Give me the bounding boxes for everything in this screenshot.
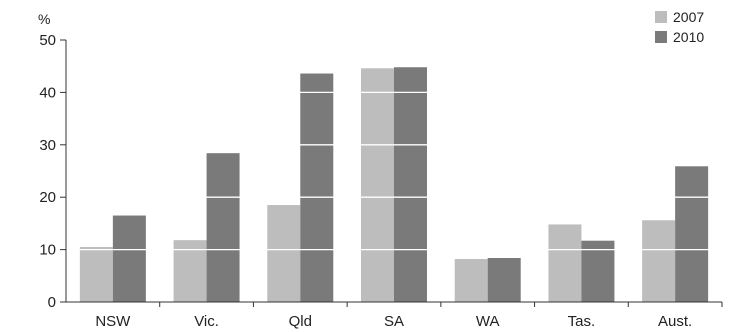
y-axis-unit-label: % [38,11,50,27]
y-tick-label: 40 [39,84,56,101]
bar-2007-vic [173,240,207,302]
y-tick-label: 20 [39,189,56,206]
bar-2007-nsw [79,246,113,302]
x-tick-label: NSW [95,313,131,330]
bar-2007-tas [548,224,582,302]
y-tick-label: 10 [39,242,56,259]
x-tick-label: Aust. [658,313,692,330]
y-tick-label: 30 [39,137,56,154]
bars-layer [79,67,709,303]
y-tick-label: 0 [48,294,56,311]
bar-2010-nsw [112,215,146,302]
gridlines-overlay [66,39,722,251]
y-tick-label: 50 [39,32,56,49]
x-tick-label: WA [476,313,500,330]
legend-label-2007: 2007 [673,9,704,25]
bar-2010-qld [300,73,334,302]
bar-2007-aust [642,220,676,302]
legend-swatch-2007 [655,11,667,23]
legend-label-2010: 2010 [673,29,704,45]
x-tick-label: Qld [289,313,312,330]
x-tick-label: Vic. [194,313,219,330]
bar-2010-sa [394,67,427,302]
x-tick-label: Tas. [568,313,596,330]
axes: NSW Vic. Qld SA WA Tas. Aust. 0 10 20 30 40 50 [39,32,723,330]
x-tick-label: SA [384,313,404,330]
bar-2010-tas [581,240,615,302]
bar-2007-wa [454,259,488,302]
legend: 2007 2010 [655,9,704,45]
legend-swatch-2010 [655,31,667,43]
bar-2010-wa [487,257,521,302]
bar-2007-sa [361,68,394,303]
bar-2010-vic [206,153,240,302]
bar-2007-qld [267,205,301,302]
bar-2010-aust [675,166,709,302]
